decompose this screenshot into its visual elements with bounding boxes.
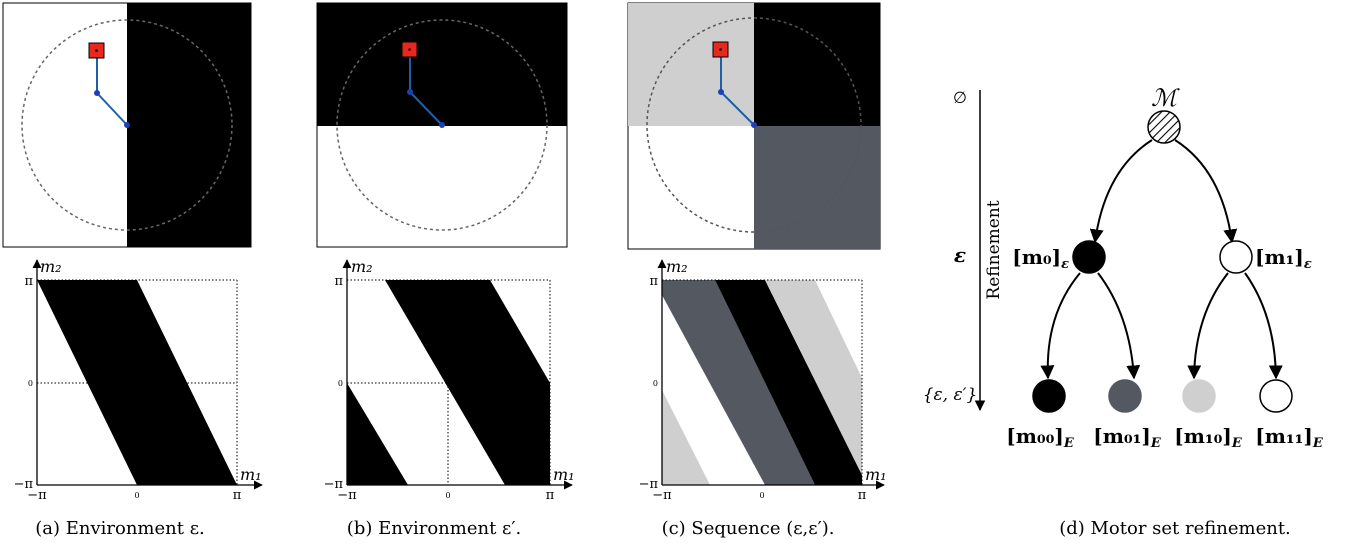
target-marker	[88, 42, 105, 59]
node-m1: [m₁]ε	[1219, 240, 1312, 274]
axis-side-label: Refinement	[984, 200, 1004, 299]
caption-a: (a) Environment ε.	[35, 518, 205, 539]
robot-arm	[718, 57, 757, 128]
caption-d: (d) Motor set refinement.	[1059, 518, 1291, 539]
x-tick: −π	[337, 488, 357, 503]
robot-arm	[94, 58, 130, 128]
node-label: [m₁₁]E	[1255, 424, 1324, 451]
caption-b: (b) Environment ε′.	[347, 518, 521, 539]
region-black	[37, 280, 237, 485]
robot-arm	[407, 57, 445, 128]
x-tick: 0	[134, 491, 139, 500]
node-m01: [m₀₁]E	[1093, 379, 1162, 451]
tree-edges	[1040, 139, 1283, 380]
reach-circle	[21, 19, 233, 231]
y-tick: 0	[653, 379, 658, 388]
region-black	[127, 3, 251, 247]
region-black	[715, 280, 862, 485]
workspace-b	[316, 2, 568, 248]
node-m10: [m₁₀]E	[1174, 379, 1243, 451]
y-tick: −π	[324, 477, 344, 492]
y-tick: −π	[14, 477, 34, 492]
panel-a: m₁ m₂ −π 0 π π 0 −π (a) Environment ε.	[2, 2, 263, 539]
target-marker	[401, 41, 418, 58]
y-tick: π	[334, 274, 343, 289]
node-m0: [m₀]ε	[1012, 240, 1106, 274]
root-label: ℳ	[1151, 84, 1180, 112]
y-tick: π	[24, 274, 33, 289]
reach-circle	[646, 17, 862, 233]
x-tick: 0	[445, 491, 450, 500]
x-tick: π	[546, 488, 555, 503]
region-light-gray	[662, 390, 710, 485]
panel-c: m₁ m₂ −π 0 π π 0 −π (c) Sequence (ε,ε′).	[627, 2, 887, 539]
workspace-c	[627, 2, 881, 250]
node-label: [m₀]ε	[1012, 245, 1069, 272]
axis-top-label: ∅	[953, 88, 967, 107]
x-axis-label: m₁	[865, 465, 887, 484]
x-axis-label: m₁	[240, 465, 262, 484]
x-tick: −π	[27, 488, 47, 503]
motor-space-c: m₁ m₂ −π 0 π π 0 −π	[639, 257, 887, 503]
workspace-a	[2, 2, 252, 248]
region-light-gray	[628, 3, 754, 126]
region-black	[754, 3, 880, 126]
region-black	[317, 3, 567, 126]
node-label: [m₀₁]E	[1093, 424, 1162, 451]
axis-bottom-label: {ε, ε′}	[923, 385, 978, 405]
node-m00: [m₀₀]E	[1006, 379, 1075, 451]
y-axis-label: m₂	[40, 257, 62, 276]
region-dark-gray	[754, 126, 880, 249]
x-axis-label: m₁	[553, 465, 575, 484]
x-tick: −π	[652, 488, 672, 503]
y-tick: π	[649, 274, 658, 289]
y-tick: 0	[338, 379, 343, 388]
x-tick: π	[233, 488, 242, 503]
y-tick: −π	[639, 477, 659, 492]
caption-c: (c) Sequence (ε,ε′).	[662, 518, 835, 539]
x-tick: π	[858, 488, 867, 503]
refinement-axis: ∅ ε {ε, ε′} Refinement	[923, 88, 1004, 412]
y-tick: 0	[28, 379, 33, 388]
region-light-gray	[765, 280, 862, 475]
target-marker	[712, 41, 729, 58]
node-label: [m₁]ε	[1255, 245, 1312, 272]
root-node: ℳ	[1147, 84, 1181, 144]
node-m11: [m₁₁]E	[1255, 379, 1324, 451]
region-black	[347, 383, 408, 485]
motor-space-b: m₁ m₂ −π 0 π π 0 −π	[324, 257, 575, 503]
axis-mid-label: ε	[954, 243, 966, 267]
x-tick: 0	[759, 491, 764, 500]
node-label: [m₀₀]E	[1006, 424, 1075, 451]
y-axis-label: m₂	[666, 257, 688, 276]
reach-circle	[336, 19, 548, 231]
panel-d: ∅ ε {ε, ε′} Refinement ℳ [m₀]ε [m₁]ε	[923, 84, 1324, 539]
panel-b: m₁ m₂ −π 0 π π 0 −π (b) Environment ε′.	[316, 2, 575, 539]
region-dark-gray	[662, 280, 815, 485]
node-label: [m₁₀]E	[1174, 424, 1243, 451]
motor-space-a: m₁ m₂ −π 0 π π 0 −π	[14, 257, 263, 503]
y-axis-label: m₂	[351, 257, 373, 276]
